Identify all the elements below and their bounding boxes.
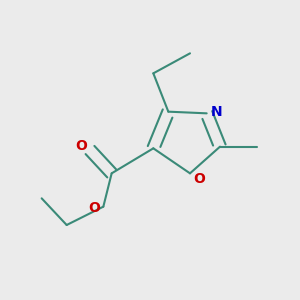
Text: O: O — [76, 139, 88, 153]
Text: O: O — [194, 172, 205, 186]
Text: O: O — [88, 201, 100, 215]
Text: N: N — [211, 105, 223, 119]
